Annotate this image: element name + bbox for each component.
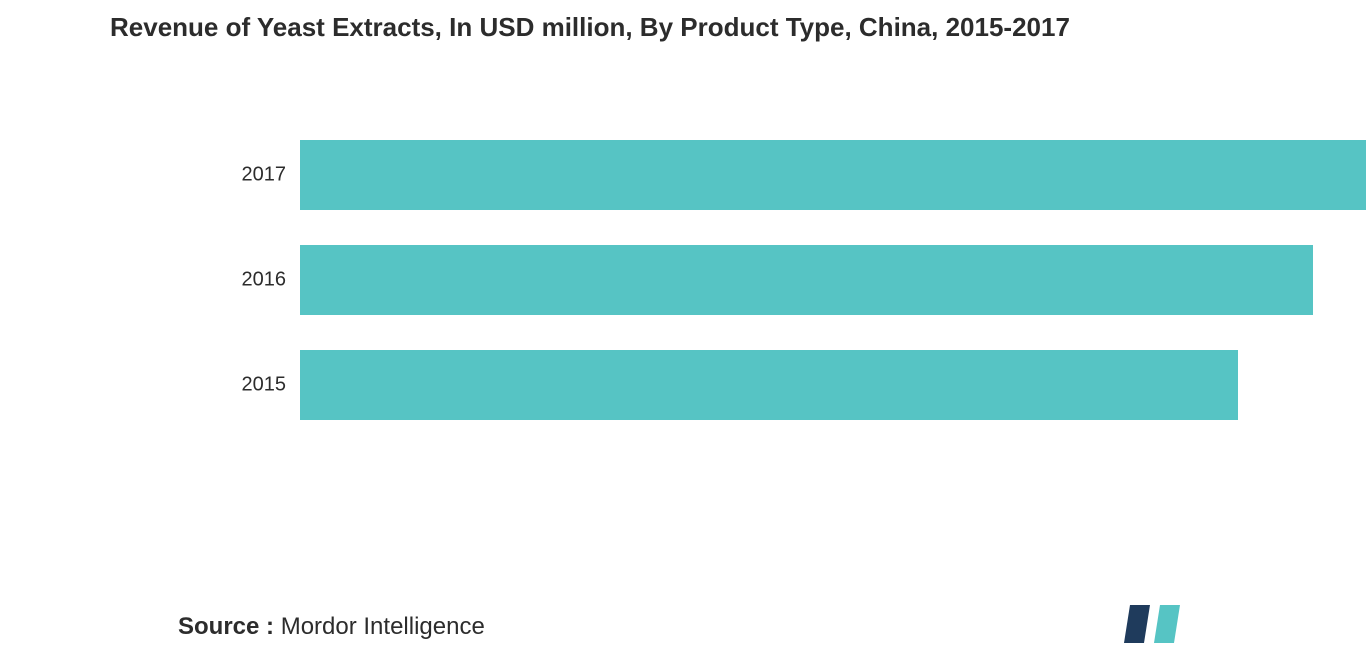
y-axis-label: 2016 [242, 269, 287, 292]
bar-row [300, 245, 1366, 315]
source-line: Source : Mordor Intelligence [178, 613, 485, 641]
chart-title: Revenue of Yeast Extracts, In USD millio… [110, 12, 1070, 43]
y-axis-label: 2017 [242, 164, 287, 187]
chart-container: Revenue of Yeast Extracts, In USD millio… [0, 0, 1366, 655]
mordor-logo [1124, 601, 1196, 647]
bar [300, 350, 1238, 420]
mordor-logo-icon [1124, 601, 1196, 647]
bar [300, 245, 1313, 315]
bar [300, 140, 1366, 210]
y-axis-label: 2015 [242, 374, 287, 397]
bar-row [300, 350, 1366, 420]
plot-area [300, 140, 1366, 480]
bar-row [300, 140, 1366, 210]
source-value: Mordor Intelligence [274, 613, 485, 640]
source-label: Source : [178, 613, 274, 640]
